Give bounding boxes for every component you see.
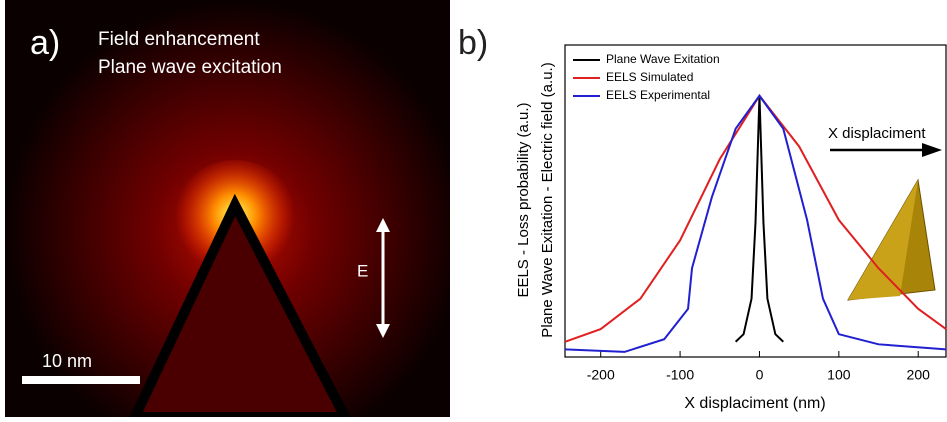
panel-a: a) Field enhancement Plane wave excitati… [5,0,450,422]
x-tick-label: 100 [827,367,851,383]
line [734,95,784,343]
plot-frame [564,44,947,358]
line [564,94,947,353]
legend-box [567,51,752,69]
y-axis-label: Plane Wave Exitation - Electric field (a… [539,62,556,337]
panel-label: b) [458,24,488,62]
panel-b: b) X displaciment X displaciment (nm) EE… [458,24,947,412]
arrow-head [376,324,390,338]
arrow-head [922,143,942,157]
arrow-head [376,218,390,232]
legend-box [567,69,752,87]
pyramid-face [848,180,918,300]
panel-label: a) [30,24,60,62]
field-label: E [357,261,368,280]
panel-subtitle: Plane wave excitation [98,57,282,78]
legend-entry: EELS Simulated [606,70,693,84]
x-tick-label: 200 [907,367,931,383]
x-axis-label: X displaciment (nm) [684,395,825,412]
y-axis-label: EELS - Loss probability (a.u.) [515,102,532,297]
panel-title: Field enhancement [98,29,260,50]
x-tick-label: -200 [587,367,615,383]
x-tick-label: -100 [666,367,694,383]
scale-bar [22,376,140,384]
legend-entry: EELS Experimental [606,88,710,102]
legend-box [567,87,752,105]
legend-entry: Plane Wave Exitation [606,52,720,66]
x-tick-label: 0 [756,367,764,383]
annotation: X displaciment [828,125,926,142]
scale-label: 10 nm [42,351,92,371]
